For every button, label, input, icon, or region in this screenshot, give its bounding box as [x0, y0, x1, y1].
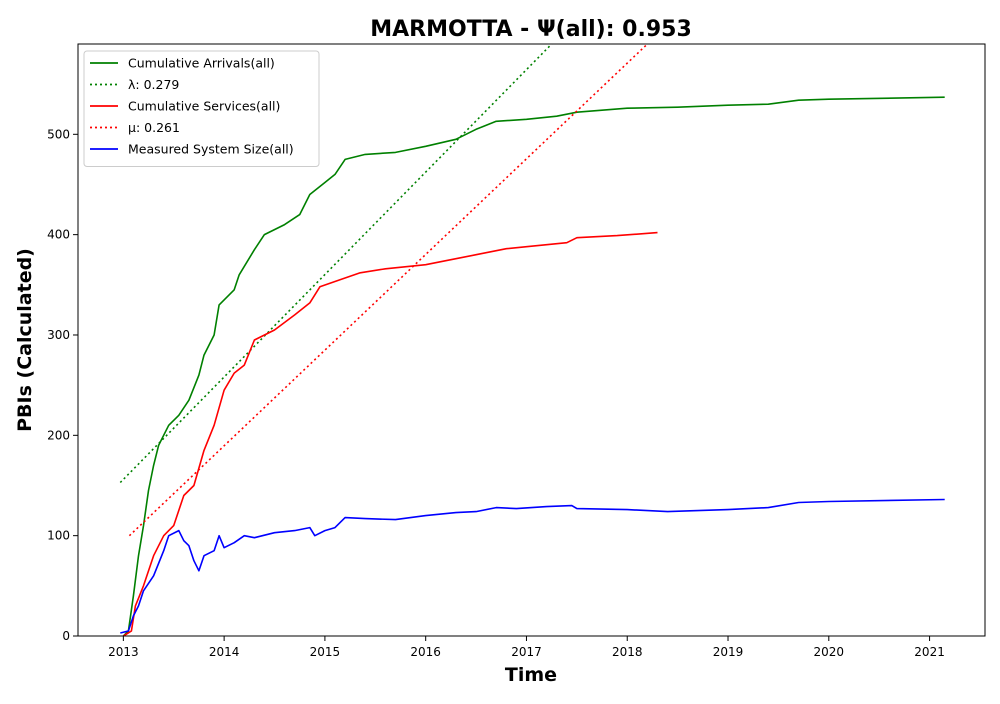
- x-axis-label: Time: [505, 664, 557, 686]
- chart-title: MARMOTTA - Ψ(all): 0.953: [370, 17, 692, 42]
- x-tick-label: 2017: [511, 645, 542, 659]
- x-tick-label: 2018: [612, 645, 643, 659]
- x-tick-label: 2021: [914, 645, 945, 659]
- legend-box: [83, 50, 320, 167]
- legend: Cumulative Arrivals(all) λ: 0.279 Cumulati…: [83, 50, 320, 167]
- x-tick-label: 2019: [713, 645, 744, 659]
- y-tick-label: 200: [47, 428, 70, 442]
- x-tick-label: 2016: [410, 645, 441, 659]
- legend-label: λ: 0.279: [128, 77, 179, 92]
- x-tick-label: 2015: [310, 645, 341, 659]
- legend-label: Cumulative Arrivals(all): [128, 56, 275, 71]
- series-line-measured-system-size-all: [120, 498, 945, 634]
- legend-label: μ: 0.261: [128, 120, 180, 135]
- series-line-cumulative-arrivals-all: [122, 96, 945, 636]
- series-layer: [119, 44, 945, 636]
- legend-label: Measured System Size(all): [128, 142, 294, 157]
- y-tick-label: 500: [47, 127, 70, 141]
- legend-label: Cumulative Services(all): [128, 99, 280, 114]
- x-tick-label: 2020: [814, 645, 845, 659]
- plot-frame: [77, 43, 986, 637]
- y-tick-label: 100: [47, 529, 70, 543]
- series-line-cumulative-services-all: [122, 231, 658, 636]
- x-tick-label: 2013: [108, 645, 139, 659]
- x-tick-label: 2014: [209, 645, 240, 659]
- y-axis-label: PBIs (Calculated): [14, 248, 36, 432]
- ticks-layer: 2013 2014 2015 2016 2017 2018 2019 2020 2021 0 100…: [47, 127, 945, 659]
- y-tick-label: 400: [47, 228, 70, 242]
- y-tick-label: 300: [47, 328, 70, 342]
- y-tick-label: 0: [62, 629, 70, 643]
- series-line-0-261: [128, 44, 648, 537]
